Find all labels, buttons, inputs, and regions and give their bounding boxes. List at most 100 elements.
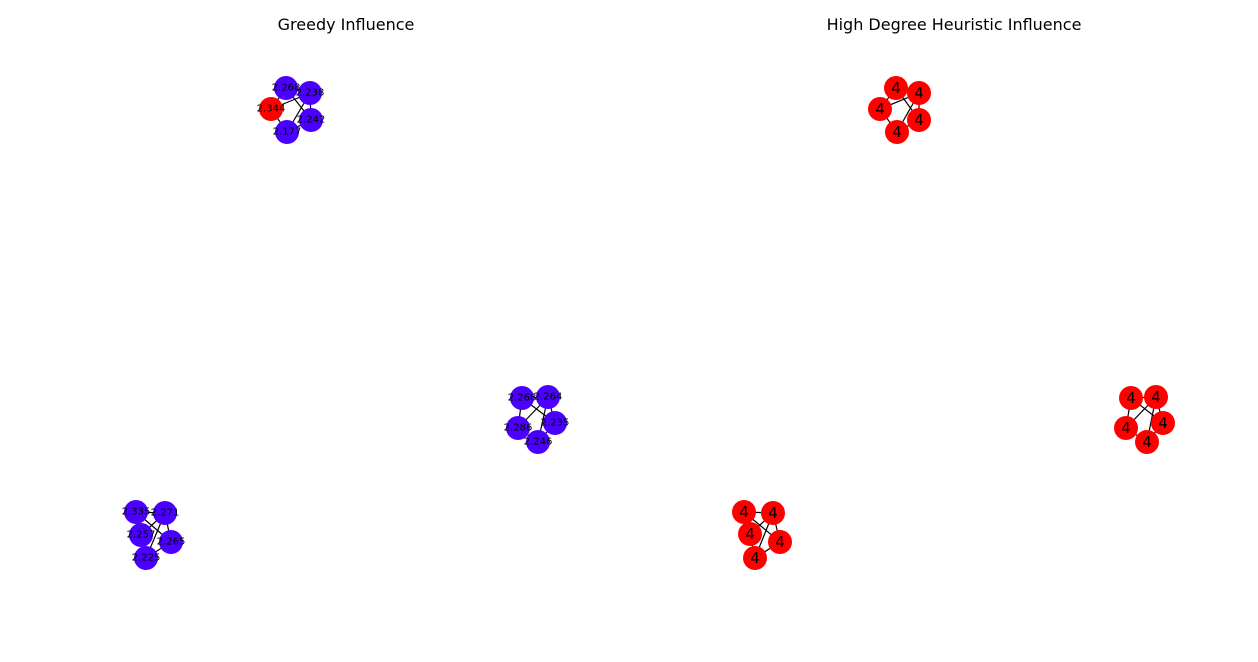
graph-greedy: 2.2682.2382.2422.1772.3442.2682.2642.235… <box>122 76 570 570</box>
graph-node: 4 <box>1119 386 1143 410</box>
influenced-node-circle <box>1114 416 1138 440</box>
node-label: 4 <box>1121 419 1131 437</box>
graph-node: 2.268 <box>508 386 537 410</box>
node-label: 2.344 <box>257 104 286 115</box>
node-label: 4 <box>1151 388 1161 406</box>
graph-node: 2.246 <box>524 430 553 454</box>
node-circle <box>275 120 299 144</box>
graph-node: 2.344 <box>257 97 286 121</box>
node-label: 2.246 <box>524 437 553 448</box>
node-label: 4 <box>768 504 778 522</box>
node-label: 2.268 <box>272 83 301 94</box>
node-label: 2.257 <box>127 530 156 541</box>
node-circle <box>129 523 153 547</box>
node-label: 4 <box>775 533 785 551</box>
influenced-node-circle <box>738 522 762 546</box>
influenced-node-circle <box>884 76 908 100</box>
node-circle <box>543 411 567 435</box>
graph-node: 2.335 <box>122 500 150 524</box>
node-label: 4 <box>750 549 760 567</box>
node-circle <box>526 430 550 454</box>
node-label: 4 <box>1142 433 1152 451</box>
node-label: 2.235 <box>541 418 570 429</box>
graph-node: 4 <box>743 546 767 570</box>
graph-node: 2.265 <box>157 530 186 554</box>
influenced-node-circle <box>732 500 756 524</box>
graph-node: 4 <box>1144 385 1168 409</box>
panel-title-greedy: Greedy Influence <box>278 15 415 34</box>
graph-node: 4 <box>868 97 892 121</box>
graph-node: 4 <box>884 76 908 100</box>
graph-node: 2.268 <box>272 76 301 100</box>
panel-greedy: Greedy Influence 2.2682.2382.2422.1772.3… <box>122 15 570 570</box>
graph-node: 2.271 <box>151 501 179 525</box>
graph-node: 4 <box>885 120 909 144</box>
node-circle <box>153 501 177 525</box>
node-label: 4 <box>892 123 902 141</box>
graph-node: 2.235 <box>541 411 570 435</box>
node-label: 2.238 <box>296 88 325 99</box>
node-label: 2.225 <box>132 553 161 564</box>
influenced-node-circle <box>743 546 767 570</box>
panel-title-high-degree: High Degree Heuristic Influence <box>827 15 1082 34</box>
graph-node: 4 <box>1114 416 1138 440</box>
node-circle <box>124 500 148 524</box>
node-label: 4 <box>875 100 885 118</box>
graph-node: 2.238 <box>296 81 325 105</box>
node-circle <box>510 386 534 410</box>
graph-node: 2.177 <box>273 120 302 144</box>
node-circle <box>159 530 183 554</box>
influenced-node-circle <box>868 97 892 121</box>
influenced-node-circle <box>1135 430 1159 454</box>
graph-node: 4 <box>768 530 792 554</box>
node-label: 2.286 <box>504 423 533 434</box>
influenced-node-circle <box>907 108 931 132</box>
graph-node: 4 <box>1135 430 1159 454</box>
graph-node: 2.242 <box>297 108 326 132</box>
influenced-node-circle <box>885 120 909 144</box>
influenced-node-circle <box>1151 411 1175 435</box>
influenced-node-circle <box>259 97 283 121</box>
node-label: 4 <box>745 525 755 543</box>
node-circle <box>506 416 530 440</box>
influenced-node-circle <box>1144 385 1168 409</box>
node-label: 4 <box>1158 414 1168 432</box>
node-label: 2.264 <box>534 392 563 403</box>
cluster-3: 2.335 2.271 2.265 2.225 2.257 <box>122 500 186 570</box>
graph-node: 4 <box>732 500 756 524</box>
node-label: 2.242 <box>297 115 326 126</box>
node-circle <box>274 76 298 100</box>
node-label: 4 <box>1126 389 1136 407</box>
graph-node: 4 <box>761 501 785 525</box>
node-circle <box>134 546 158 570</box>
graph-node: 4 <box>738 522 762 546</box>
node-label: 4 <box>914 84 924 102</box>
graph-node: 4 <box>907 81 931 105</box>
graph-node: 2.286 <box>504 416 533 440</box>
graph-node: 4 <box>1151 411 1175 435</box>
graph-node: 2.225 <box>132 546 161 570</box>
influenced-node-circle <box>761 501 785 525</box>
node-label: 2.265 <box>157 537 186 548</box>
node-circle <box>536 385 560 409</box>
node-label: 4 <box>739 503 749 521</box>
graph-node: 4 <box>907 108 931 132</box>
node-label: 4 <box>914 111 924 129</box>
node-label: 2.268 <box>508 393 537 404</box>
node-label: 2.177 <box>273 127 302 138</box>
node-circle <box>298 81 322 105</box>
influenced-node-circle <box>907 81 931 105</box>
graph-node: 2.257 <box>127 523 156 547</box>
influenced-node-circle <box>768 530 792 554</box>
graph-node: 2.264 <box>534 385 563 409</box>
influenced-node-circle <box>1119 386 1143 410</box>
node-circle <box>299 108 323 132</box>
